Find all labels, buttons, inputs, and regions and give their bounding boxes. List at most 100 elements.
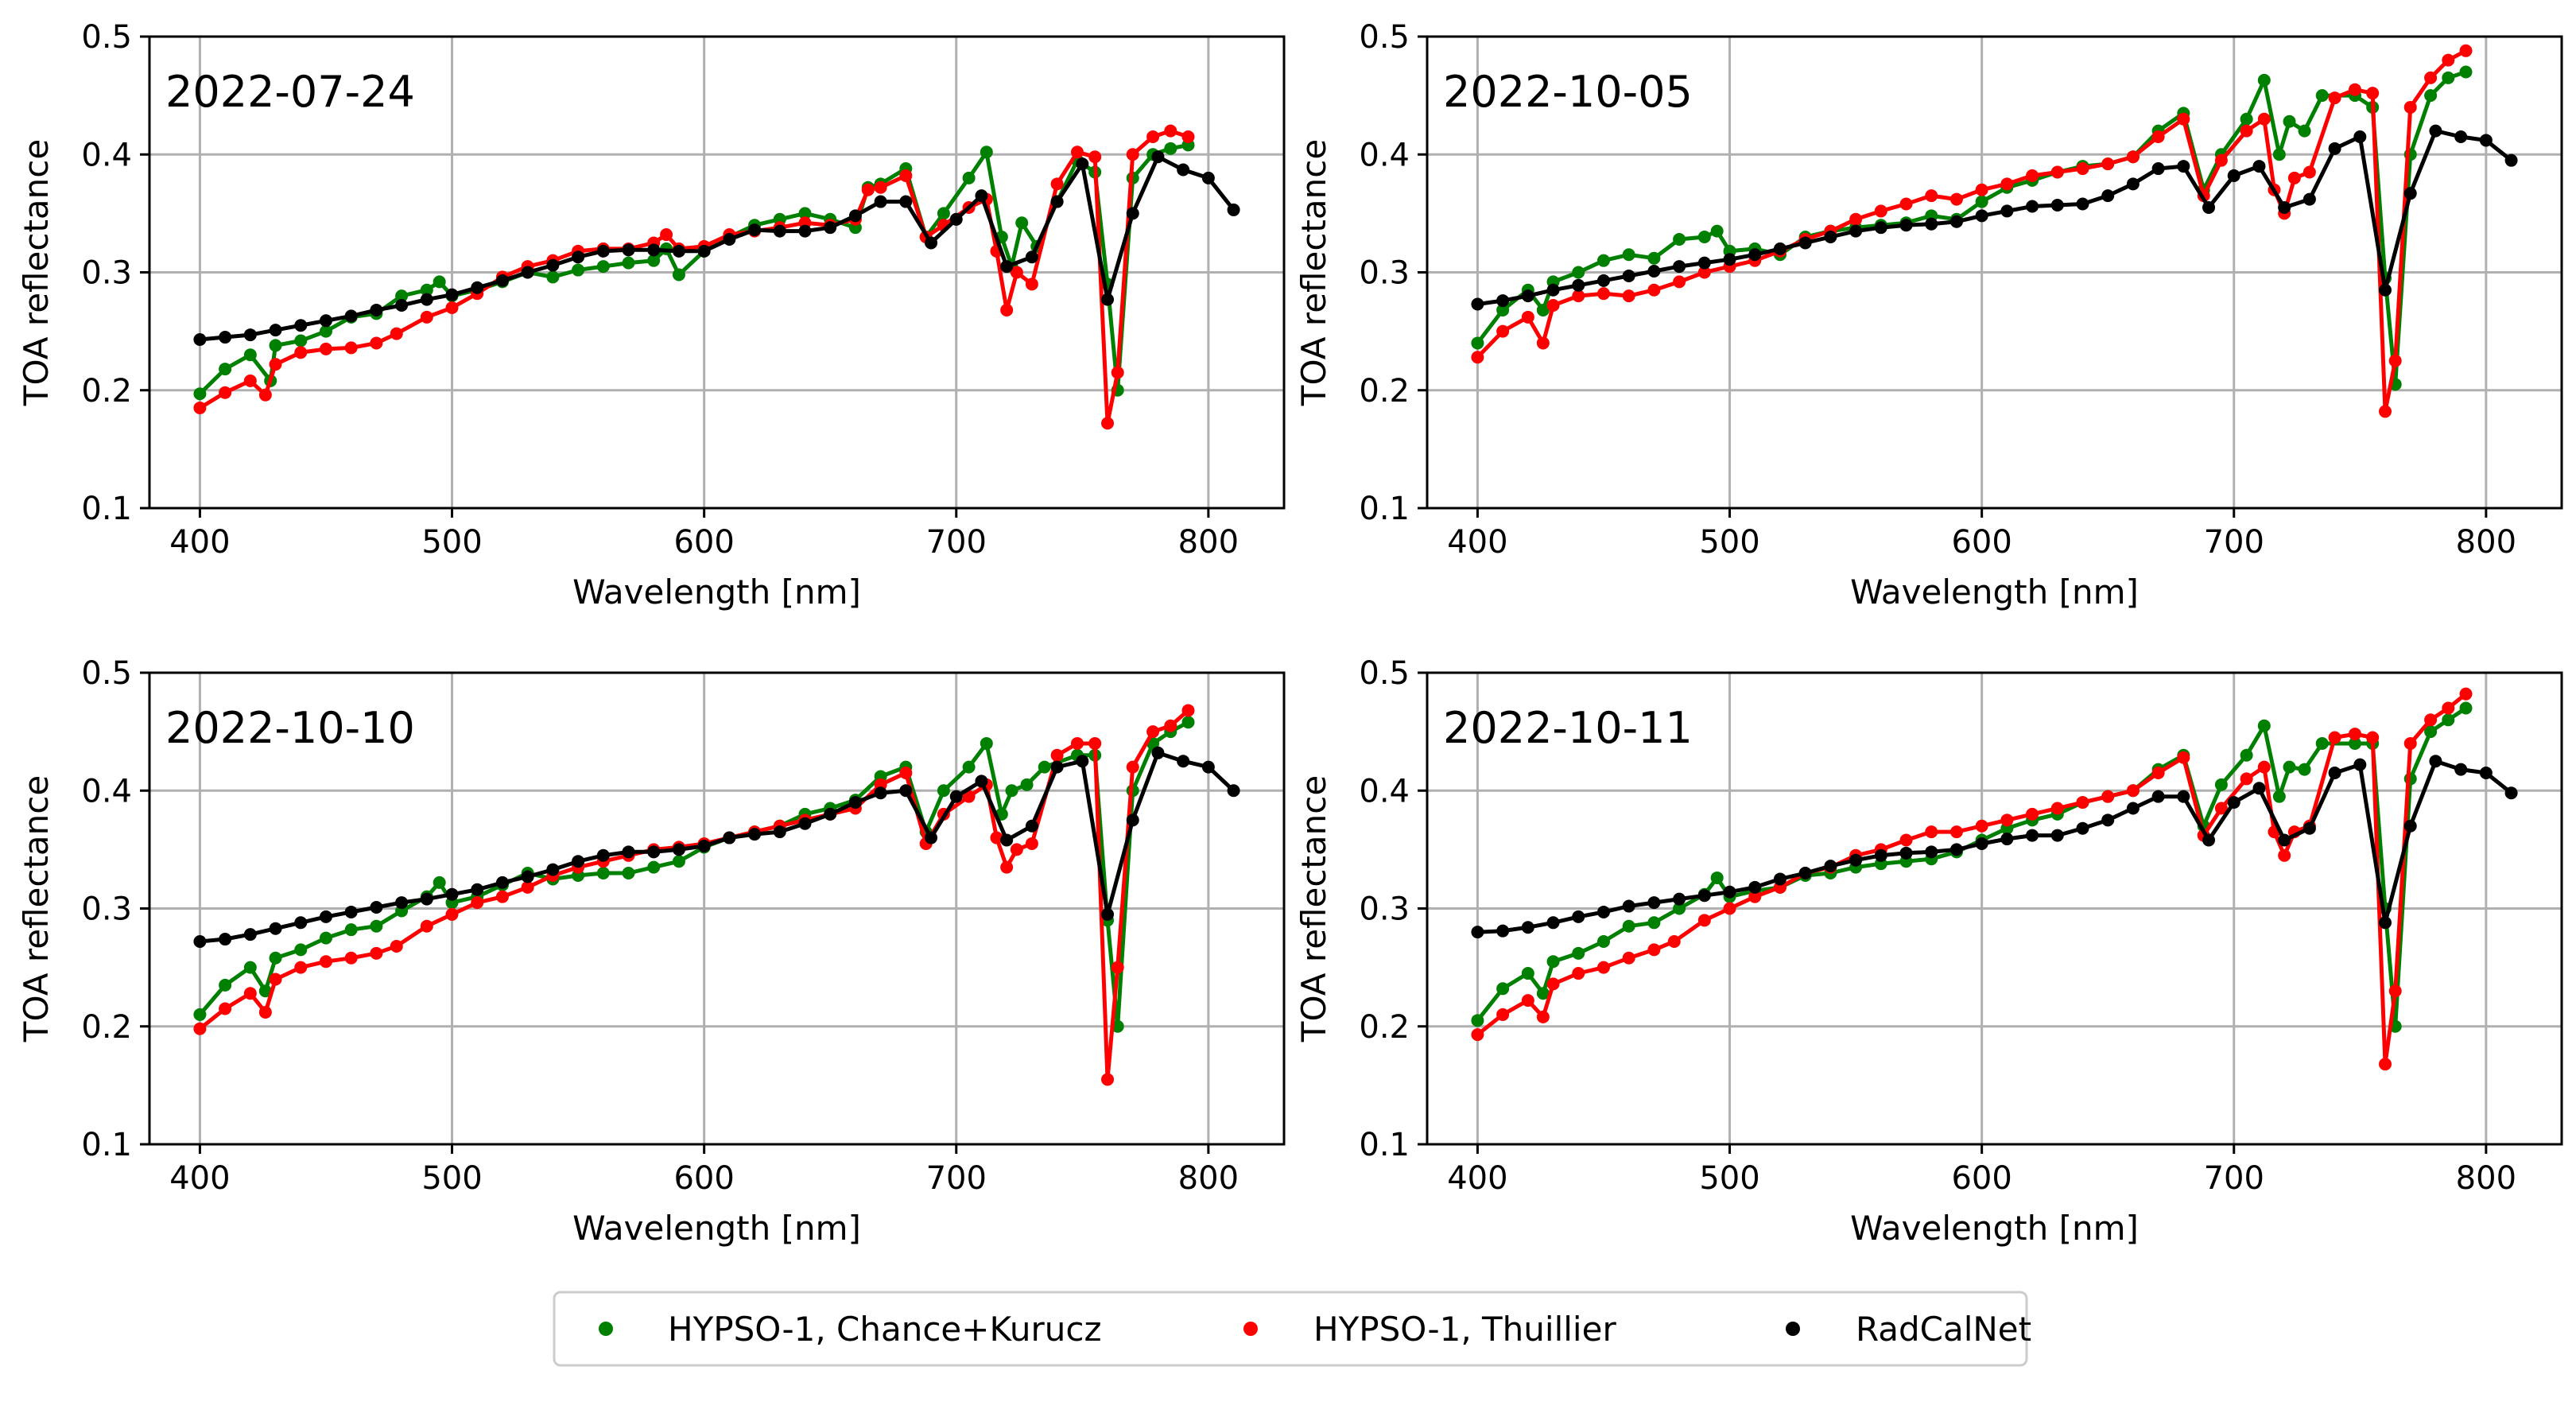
data-point-radcalnet [2504,786,2518,800]
data-point-chance-kurucz [1572,946,1585,960]
data-point-radcalnet [1697,256,1711,270]
x-tick-label: 600 [1951,524,2012,561]
y-tick-label: 0.5 [1359,655,1410,692]
data-point-radcalnet [1496,924,1510,938]
data-point-chance-kurucz [319,324,332,338]
data-point-radcalnet [1647,896,1661,910]
data-point-chance-kurucz [1673,232,1686,246]
data-point-chance-kurucz [980,736,993,750]
legend-marker-thuillier [1243,1322,1258,1336]
date-annotation: 2022-10-10 [165,703,415,753]
y-axis-label: TOA reflectance [1294,139,1333,406]
data-point-radcalnet [647,845,661,859]
data-point-radcalnet [824,221,837,235]
data-point-radcalnet [2302,192,2316,206]
data-point-chance-kurucz [622,867,635,880]
data-point-thuillier [2379,405,2392,418]
data-point-thuillier [2214,153,2228,167]
data-point-chance-kurucz [2459,65,2473,79]
data-point-radcalnet [2202,200,2216,214]
data-point-radcalnet [672,244,685,258]
data-point-radcalnet [395,299,409,313]
data-point-thuillier [219,386,232,399]
data-point-thuillier [269,358,282,371]
data-point-thuillier [1748,890,1762,903]
data-point-radcalnet [899,195,913,208]
data-point-chance-kurucz [2240,748,2253,762]
data-point-thuillier [1000,860,1014,874]
data-point-thuillier [660,228,673,242]
data-point-radcalnet [2252,782,2266,795]
data-point-radcalnet [1975,837,1988,850]
data-point-thuillier [1536,336,1550,350]
data-point-thuillier [1697,266,1711,279]
data-point-thuillier [1111,961,1124,974]
data-point-radcalnet [2076,821,2089,835]
data-point-radcalnet [1975,209,1988,223]
data-point-radcalnet [2151,162,2165,176]
data-point-radcalnet [521,870,534,883]
data-point-thuillier [2403,100,2417,114]
data-point-thuillier [2026,169,2039,182]
data-point-radcalnet [672,843,685,856]
data-point-thuillier [344,341,358,355]
data-point-thuillier [1164,124,1177,138]
data-point-radcalnet [521,266,534,279]
data-point-radcalnet [1025,250,1038,264]
legend: HYPSO-1, Chance+Kurucz HYPSO-1, Thuillie… [553,1291,2031,1367]
y-tick-label: 0.5 [81,19,132,56]
data-point-thuillier [1849,212,1863,226]
legend-label-radcalnet: RadCalNet [1856,1310,2031,1349]
data-point-radcalnet [2454,130,2468,144]
data-point-chance-kurucz [420,283,433,297]
data-point-thuillier [2257,112,2271,126]
data-point-radcalnet [848,796,862,810]
data-point-radcalnet [1773,242,1787,255]
data-point-radcalnet [1076,157,1089,171]
data-point-chance-kurucz [2257,73,2271,87]
data-point-thuillier [2424,713,2438,727]
data-point-radcalnet [319,910,332,923]
legend-marker-chance-kurucz [599,1322,613,1336]
data-point-thuillier [2459,687,2473,701]
data-point-radcalnet [1824,860,1837,873]
data-point-chance-kurucz [2315,89,2329,103]
data-point-thuillier [390,939,403,953]
data-point-radcalnet [2328,767,2341,780]
data-point-radcalnet [1798,236,1812,250]
data-point-thuillier [899,767,913,780]
data-point-chance-kurucz [395,289,409,303]
data-point-thuillier [2126,150,2140,164]
data-point-radcalnet [471,281,484,294]
data-point-thuillier [1496,324,1510,338]
data-point-radcalnet [1647,265,1661,278]
data-point-thuillier [1596,961,1610,974]
y-tick-label: 0.4 [81,137,132,173]
data-point-chance-kurucz [1596,254,1610,267]
data-point-radcalnet [2479,767,2493,780]
data-point-radcalnet [1596,905,1610,918]
data-point-radcalnet [294,319,308,332]
data-point-thuillier [420,919,433,933]
data-point-radcalnet [1546,916,1560,930]
data-point-thuillier [2348,83,2361,96]
data-point-radcalnet [1773,872,1787,886]
date-annotation: 2022-10-05 [1443,67,1693,117]
data-point-radcalnet [395,896,409,910]
data-point-radcalnet [1076,755,1089,768]
x-tick-label: 800 [2456,524,2516,561]
data-point-thuillier [294,346,308,359]
data-point-radcalnet [622,243,635,257]
data-point-radcalnet [445,288,459,301]
data-point-thuillier [2257,760,2271,774]
data-point-chance-kurucz [980,146,993,159]
data-point-chance-kurucz [1697,231,1711,244]
data-point-radcalnet [1000,833,1014,847]
data-point-thuillier [2366,87,2380,100]
data-point-chance-kurucz [1471,336,1484,350]
data-point-chance-kurucz [1710,871,1724,884]
data-point-radcalnet [2353,130,2367,144]
data-point-chance-kurucz [546,270,560,284]
data-point-chance-kurucz [1546,955,1560,969]
data-point-chance-kurucz [1471,1014,1484,1027]
